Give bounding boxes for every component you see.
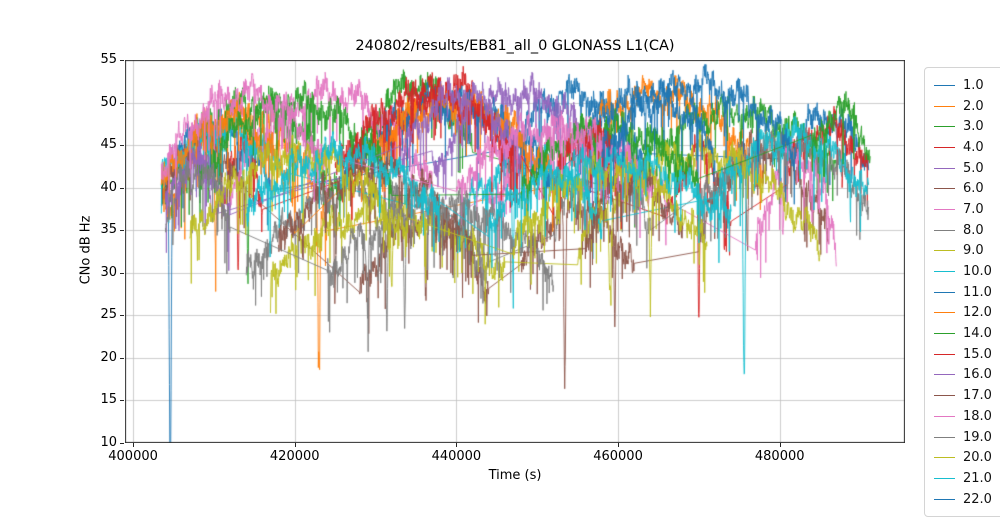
legend-line-sample xyxy=(934,333,955,335)
legend: 1.0 2.0 3.0 4.0 5.0 6.0 7.0 8.0 9.0 10.0 11.0 12.0 1… xyxy=(924,67,1000,517)
legend-line-sample xyxy=(934,250,955,252)
legend-entry-label: 15.0 xyxy=(963,346,992,362)
y-tick-mark xyxy=(120,357,124,359)
legend-line-sample xyxy=(934,188,955,190)
legend-entry: 3.0 xyxy=(934,116,1000,137)
legend-entry: 11.0 xyxy=(934,282,1000,303)
x-tick-label: 460000 xyxy=(593,449,643,464)
legend-line-sample xyxy=(934,271,955,273)
legend-entry: 22.0 xyxy=(934,489,1000,510)
legend-entry-label: 3.0 xyxy=(963,119,984,135)
legend-line-sample xyxy=(934,477,955,479)
y-tick-mark xyxy=(120,60,124,61)
y-tick-label: 55 xyxy=(100,52,117,67)
x-tick-mark xyxy=(779,443,781,447)
legend-entry: 2.0 xyxy=(934,96,1000,117)
y-tick-mark xyxy=(120,315,124,317)
legend-entry-label: 21.0 xyxy=(963,470,992,486)
legend-entry-label: 19.0 xyxy=(963,429,992,445)
y-tick-mark xyxy=(120,272,124,274)
legend-line-sample xyxy=(934,229,955,231)
legend-line-sample xyxy=(934,167,955,169)
x-tick-label: 480000 xyxy=(754,449,805,464)
y-tick-mark xyxy=(120,230,124,232)
legend-entry-label: 17.0 xyxy=(963,388,992,404)
legend-entry: 20.0 xyxy=(934,447,1000,468)
x-axis-label: Time (s) xyxy=(488,468,542,483)
plot-canvas xyxy=(125,60,905,443)
legend-line-sample xyxy=(934,395,955,397)
legend-entry-label: 14.0 xyxy=(963,326,992,342)
x-tick-label: 400000 xyxy=(108,449,158,464)
legend-entry-label: 18.0 xyxy=(963,408,992,424)
y-tick-label: 45 xyxy=(100,137,117,153)
y-tick-mark xyxy=(120,443,124,444)
y-tick-label: 20 xyxy=(100,349,117,365)
y-tick-label: 10 xyxy=(100,435,117,450)
legend-line-sample xyxy=(934,146,955,148)
legend-entry: 17.0 xyxy=(934,385,1000,406)
legend-entry-label: 9.0 xyxy=(963,243,984,259)
y-tick-mark xyxy=(120,145,124,147)
legend-entry-label: 10.0 xyxy=(963,264,992,280)
legend-entry: 1.0 xyxy=(934,75,1000,96)
y-tick-label: 50 xyxy=(100,94,117,110)
legend-line-sample xyxy=(934,291,955,293)
legend-entry-label: 16.0 xyxy=(963,367,992,383)
legend-entry-label: 6.0 xyxy=(963,181,984,197)
y-tick-mark xyxy=(120,102,124,104)
chart-title: 240802/results/EB81_all_0 GLONASS L1(CA) xyxy=(355,38,675,54)
legend-line-sample xyxy=(934,457,955,459)
y-tick-label: 15 xyxy=(100,392,117,408)
legend-entry-label: 8.0 xyxy=(963,222,984,238)
legend-line-sample xyxy=(934,126,955,128)
legend-entry: 5.0 xyxy=(934,158,1000,179)
legend-entry: 8.0 xyxy=(934,220,1000,241)
x-tick-mark xyxy=(618,443,620,447)
legend-entry-label: 1.0 xyxy=(963,77,984,93)
legend-line-sample xyxy=(934,208,955,210)
legend-entry: 4.0 xyxy=(934,137,1000,158)
legend-line-sample xyxy=(934,105,955,107)
legend-entry-label: 22.0 xyxy=(963,491,992,507)
legend-entry: 6.0 xyxy=(934,178,1000,199)
legend-entry-label: 11.0 xyxy=(963,284,992,300)
y-tick-mark xyxy=(120,400,124,402)
legend-entry-label: 12.0 xyxy=(963,305,992,321)
legend-entry: 14.0 xyxy=(934,323,1000,344)
legend-line-sample xyxy=(934,415,955,417)
legend-entry: 18.0 xyxy=(934,406,1000,427)
legend-line-sample xyxy=(934,498,955,500)
x-tick-label: 440000 xyxy=(431,449,482,464)
legend-entry-label: 4.0 xyxy=(963,139,984,155)
legend-line-sample xyxy=(934,353,955,355)
legend-entry-label: 20.0 xyxy=(963,450,992,466)
legend-entry: 12.0 xyxy=(934,303,1000,324)
legend-entry: 10.0 xyxy=(934,261,1000,282)
legend-line-sample xyxy=(934,436,955,438)
y-tick-label: 40 xyxy=(100,179,117,195)
legend-line-sample xyxy=(934,312,955,314)
legend-entry: 21.0 xyxy=(934,468,1000,489)
legend-entry-label: 7.0 xyxy=(963,201,984,217)
x-tick-mark xyxy=(456,443,458,447)
plot-area xyxy=(125,60,905,443)
legend-entry: 9.0 xyxy=(934,241,1000,262)
legend-entry-label: 2.0 xyxy=(963,98,984,114)
legend-entry: 19.0 xyxy=(934,427,1000,448)
legend-entry: 15.0 xyxy=(934,344,1000,365)
y-tick-label: 30 xyxy=(100,264,117,280)
y-tick-mark xyxy=(120,187,124,189)
legend-entry: 16.0 xyxy=(934,365,1000,386)
legend-line-sample xyxy=(934,374,955,376)
legend-line-sample xyxy=(934,84,955,86)
legend-entry-label: 5.0 xyxy=(963,160,984,176)
y-tick-label: 35 xyxy=(100,222,117,238)
y-tick-label: 25 xyxy=(100,307,117,323)
x-tick-mark xyxy=(294,443,296,447)
x-tick-mark xyxy=(133,443,135,447)
x-tick-label: 420000 xyxy=(269,449,320,464)
legend-entry: 7.0 xyxy=(934,199,1000,220)
